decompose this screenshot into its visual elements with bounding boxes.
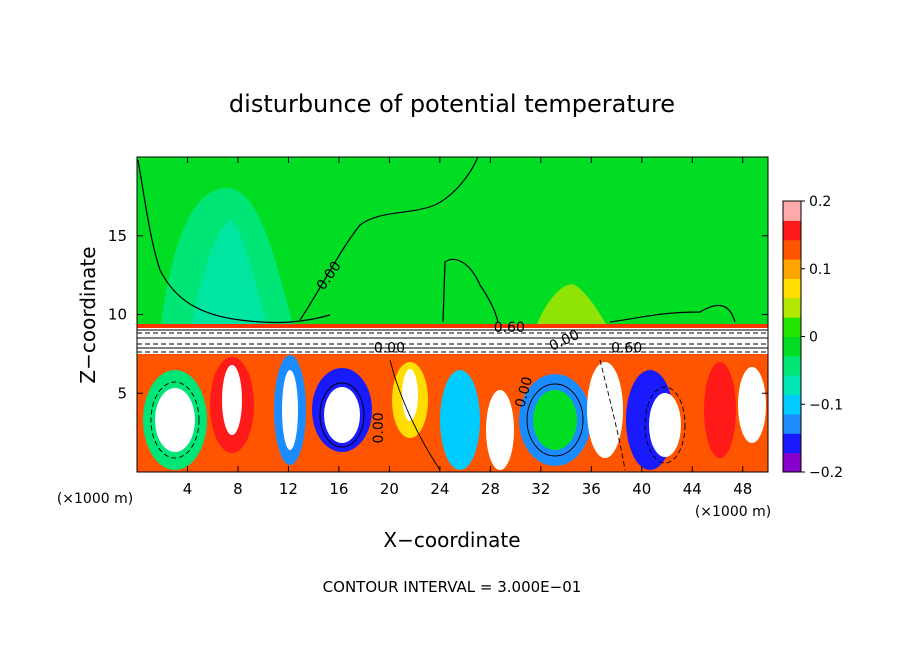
eddies bbox=[143, 355, 766, 470]
colorbar: 0.2 0.1 0 −0.1 −0.2 bbox=[782, 194, 843, 481]
x-tick-label: 24 bbox=[430, 480, 449, 498]
chart-title: disturbunce of potential temperature bbox=[229, 90, 675, 118]
x-tick-label: 44 bbox=[683, 480, 702, 498]
contour-label: 0.00 bbox=[513, 375, 537, 409]
y-axis: 5 10 15 bbox=[108, 227, 768, 402]
band-contours bbox=[137, 329, 768, 353]
x-tick-label: 28 bbox=[481, 480, 500, 498]
x-unit-label-left: (×1000 m) bbox=[57, 491, 133, 507]
contour-upper-left bbox=[137, 159, 331, 324]
x-tick-label: 16 bbox=[329, 480, 348, 498]
y-tick-label: 10 bbox=[108, 306, 127, 324]
x-axis: 4 8 12 16 20 24 28 32 36 40 44 48 bbox=[183, 157, 752, 498]
colorbar-tick-label: 0.1 bbox=[809, 262, 831, 278]
warm-patch bbox=[535, 284, 610, 330]
x-tick-label: 32 bbox=[531, 480, 550, 498]
colorbar-tick-label: −0.1 bbox=[809, 397, 843, 413]
colorbar-swatch bbox=[783, 297, 801, 318]
colorbar-swatch bbox=[783, 259, 801, 279]
contour-label: 0.00 bbox=[371, 412, 387, 443]
x-unit-label-right: (×1000 m) bbox=[695, 504, 771, 520]
colorbar-swatch bbox=[783, 317, 801, 337]
eddy-contours bbox=[150, 359, 686, 471]
x-tick-label: 20 bbox=[380, 480, 399, 498]
colorbar-tick-label: 0.2 bbox=[809, 194, 831, 210]
contour-interval-note: CONTOUR INTERVAL = 3.000E−01 bbox=[323, 578, 582, 596]
x-tick-label: 48 bbox=[733, 480, 752, 498]
y-tick-label: 5 bbox=[117, 384, 127, 402]
contour-label: 0.60 bbox=[494, 320, 525, 336]
contour-label: 0.60 bbox=[611, 340, 642, 356]
inversion-band bbox=[137, 328, 768, 354]
contour-right bbox=[609, 304, 736, 323]
cool-plume-2 bbox=[190, 220, 270, 332]
y-tick-label: 15 bbox=[108, 227, 127, 245]
colorbar-swatch bbox=[783, 394, 801, 415]
colorbar-swatch bbox=[783, 201, 801, 221]
colorbar-swatch bbox=[783, 278, 801, 299]
x-tick-label: 40 bbox=[632, 480, 651, 498]
colorbar-swatch bbox=[783, 433, 801, 454]
x-axis-title: X−coordinate bbox=[383, 528, 520, 552]
contour-upper-mid bbox=[299, 157, 479, 321]
contour-bump bbox=[442, 258, 499, 323]
colorbar-swatch bbox=[783, 375, 801, 396]
x-tick-label: 4 bbox=[183, 480, 193, 498]
y-axis-title: Z−coordinate bbox=[76, 246, 100, 383]
colorbar-swatch bbox=[783, 452, 801, 473]
colorbar-swatch bbox=[783, 239, 801, 260]
colorbar-swatch bbox=[783, 220, 801, 241]
plot-area bbox=[137, 157, 768, 472]
colorbar-tick-label: −0.2 bbox=[809, 465, 843, 481]
colorbar-swatch bbox=[783, 336, 801, 357]
x-tick-label: 36 bbox=[582, 480, 601, 498]
contour-label: 0.00 bbox=[374, 340, 405, 356]
x-tick-label: 12 bbox=[279, 480, 298, 498]
x-tick-label: 8 bbox=[233, 480, 243, 498]
colorbar-swatch bbox=[783, 413, 801, 434]
colorbar-swatch bbox=[783, 355, 801, 376]
colorbar-tick-label: 0 bbox=[809, 330, 818, 346]
inversion-band-red bbox=[137, 324, 768, 328]
